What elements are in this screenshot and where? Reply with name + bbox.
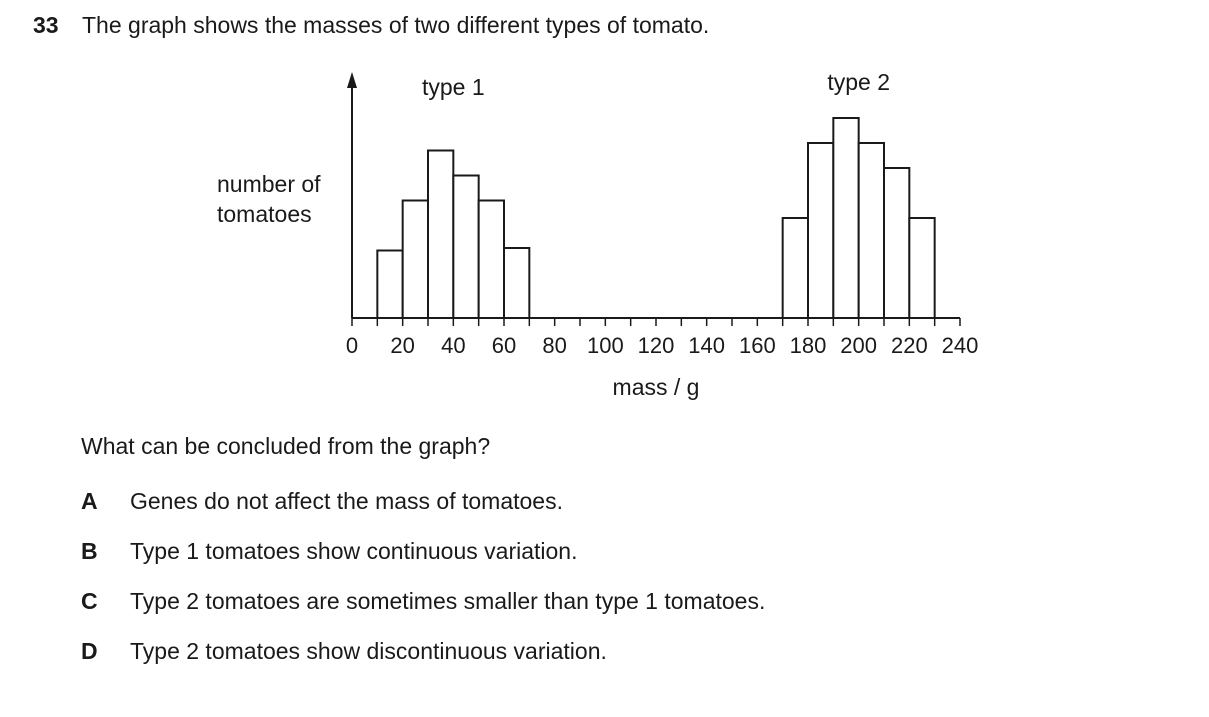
question-stem: The graph shows the masses of two differ… — [82, 12, 710, 38]
bar-type-2 — [807, 142, 835, 319]
question-number: 33 — [33, 12, 59, 38]
option-text: Type 2 tomatoes show discontinuous varia… — [130, 638, 607, 664]
x-tick-label: 180 — [790, 333, 827, 358]
x-tick-label: 200 — [840, 333, 877, 358]
x-tick-label: 140 — [688, 333, 725, 358]
histogram-chart: number of tomatoes 0 20 40 60 80 100 120 140 160… — [217, 69, 979, 400]
x-tick-label: 20 — [390, 333, 414, 358]
x-tick-label: 120 — [638, 333, 675, 358]
bar-type-1 — [427, 149, 455, 319]
bar-type-1 — [503, 247, 531, 319]
bar-type-2 — [781, 217, 810, 319]
x-tick-label: 100 — [587, 333, 624, 358]
x-tick-label: 160 — [739, 333, 776, 358]
x-tick-label: 0 — [346, 333, 358, 358]
y-axis-label-line-2: tomatoes — [217, 201, 312, 227]
chart-svg: 0 20 40 60 80 100 120 140 160 180 200 220 240 mass / … — [346, 69, 979, 400]
bar-type-1 — [401, 199, 429, 319]
bar-type-1 — [452, 174, 480, 319]
y-axis-arrow — [347, 72, 357, 88]
option-text: Type 2 tomatoes are sometimes smaller th… — [130, 588, 766, 614]
option-letter: C — [81, 588, 98, 614]
x-axis-label: mass / g — [613, 374, 700, 400]
bar-type-2 — [857, 142, 886, 319]
y-axis-label-line-1: number of — [217, 171, 321, 197]
option-letter: B — [81, 538, 98, 564]
series-label: type 2 — [827, 69, 890, 95]
x-tick-label: 220 — [891, 333, 928, 358]
bar-type-1 — [376, 249, 404, 319]
option-letter: A — [81, 488, 98, 514]
x-tick-label: 60 — [492, 333, 516, 358]
bar-type-2 — [832, 117, 860, 319]
option-letter: D — [81, 638, 98, 664]
question-prompt: What can be concluded from the graph? — [81, 433, 491, 459]
bar-type-1 — [477, 199, 505, 319]
x-tick-label: 240 — [942, 333, 979, 358]
option-text: Type 1 tomatoes show continuous variatio… — [130, 538, 578, 564]
x-tick-label: 40 — [441, 333, 465, 358]
bar-type-2 — [883, 167, 911, 319]
x-tick-label: 80 — [542, 333, 566, 358]
option-text: Genes do not affect the mass of tomatoes… — [130, 488, 563, 514]
series-label: type 1 — [422, 74, 485, 100]
bar-type-2 — [908, 217, 936, 319]
